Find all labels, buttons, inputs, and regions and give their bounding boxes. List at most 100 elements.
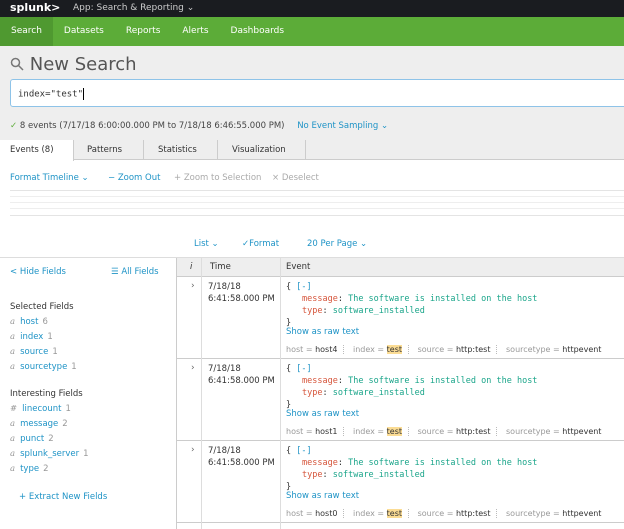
event-json: { [-] message: The software is installed… [286, 282, 538, 328]
field-name[interactable]: punct [20, 434, 45, 444]
expand-chevron-icon[interactable]: › [191, 445, 195, 455]
message-key[interactable]: message [302, 294, 338, 304]
sourcetype-value[interactable]: httpevent [562, 345, 602, 354]
event-time[interactable]: 7/18/18 6:41:58.000 PM [208, 445, 275, 469]
app-menu[interactable]: App: Search & Reporting ⌄ [73, 3, 195, 13]
selected-fields-heading: Selected Fields [10, 302, 74, 312]
show-raw-text-link[interactable]: Show as raw text [286, 409, 360, 419]
message-value[interactable]: The software is installed on the host [348, 294, 538, 304]
sourcetype-label: sourcetype [506, 509, 551, 518]
host-label: host [286, 345, 304, 354]
source-value[interactable]: http:test [455, 509, 491, 518]
event-time[interactable]: 7/18/18 6:41:58.000 PM [208, 363, 275, 387]
message-key[interactable]: message [302, 458, 338, 468]
per-page-dropdown[interactable]: 20 Per Page ⌄ [307, 239, 368, 249]
source-label: source [417, 509, 445, 518]
field-count: 1 [71, 362, 77, 372]
host-value[interactable]: host0 [315, 509, 338, 518]
field-name[interactable]: linecount [22, 404, 62, 414]
index-value[interactable]: test [386, 345, 403, 354]
check-icon: ✓ [10, 121, 18, 131]
all-fields-button[interactable]: ☰ All Fields [111, 267, 159, 277]
zoom-out-button[interactable]: − Zoom Out [108, 173, 161, 183]
type-value[interactable]: software_installed [332, 306, 425, 316]
collapse-button[interactable]: [-] [296, 282, 312, 292]
show-raw-text-link[interactable]: Show as raw text [286, 491, 360, 501]
message-value[interactable]: The software is installed on the host [348, 458, 538, 468]
type-key[interactable]: type [302, 388, 323, 398]
source-value[interactable]: http:test [455, 345, 491, 354]
sourcetype-value[interactable]: httpevent [562, 427, 602, 436]
format-timeline-button[interactable]: Format Timeline ⌄ [10, 173, 89, 183]
host-value[interactable]: host1 [315, 427, 338, 436]
search-query[interactable]: index="test" [18, 89, 84, 100]
host-value[interactable]: host4 [315, 345, 338, 354]
event-date: 7/18/18 [208, 364, 241, 374]
type-key[interactable]: type [302, 470, 323, 480]
field-type-icon: a [10, 464, 16, 474]
message-value[interactable]: The software is installed on the host [348, 376, 538, 386]
nav-reports[interactable]: Reports [125, 26, 161, 36]
event-sampling-dropdown[interactable]: No Event Sampling ⌄ [297, 121, 389, 131]
event-time[interactable]: 7/18/18 6:41:58.000 PM [208, 281, 275, 305]
index-value[interactable]: test [386, 427, 403, 436]
field-count: 1 [47, 332, 53, 342]
expand-chevron-icon[interactable]: › [191, 363, 195, 373]
tab-events[interactable]: Events (8) [0, 140, 74, 161]
search-input[interactable]: index="test" [10, 79, 624, 107]
nav-datasets[interactable]: Datasets [63, 26, 104, 36]
type-value[interactable]: software_installed [332, 470, 425, 480]
field-linecount[interactable]: # linecount 1 [10, 404, 71, 414]
show-raw-text-link[interactable]: Show as raw text [286, 327, 360, 337]
host-label: host [286, 427, 304, 436]
field-type-icon: a [10, 332, 16, 342]
event-timestamp: 6:41:58.000 PM [208, 458, 275, 468]
field-punct[interactable]: a punct 2 [10, 434, 54, 444]
deselect-button[interactable]: × Deselect [272, 173, 319, 183]
index-value[interactable]: test [386, 509, 403, 518]
table-row: › 7/18/18 6:41:58.000 PM { [-] message: T… [177, 359, 624, 441]
type-value[interactable]: software_installed [332, 388, 425, 398]
field-splunk_server[interactable]: a splunk_server 1 [10, 449, 89, 459]
list-dropdown[interactable]: List ⌄ [194, 239, 219, 249]
expand-chevron-icon[interactable]: › [191, 281, 195, 291]
field-name[interactable]: message [20, 419, 59, 429]
field-name[interactable]: index [20, 332, 44, 342]
field-message[interactable]: a message 2 [10, 419, 68, 429]
format-button[interactable]: ✓Format [242, 239, 280, 249]
field-name[interactable]: sourcetype [20, 362, 68, 372]
source-value[interactable]: http:test [455, 427, 491, 436]
field-type[interactable]: a type 2 [10, 464, 49, 474]
field-name[interactable]: splunk_server [20, 449, 80, 459]
nav-dashboards[interactable]: Dashboards [230, 26, 285, 36]
zoom-to-selection-button[interactable]: + Zoom to Selection [174, 173, 262, 183]
nav-alerts[interactable]: Alerts [182, 26, 209, 36]
field-index[interactable]: a index 1 [10, 332, 53, 342]
divider [0, 257, 624, 258]
interesting-fields-heading: Interesting Fields [10, 389, 83, 399]
field-host[interactable]: a host 6 [10, 317, 48, 327]
hide-fields-button[interactable]: < Hide Fields [10, 267, 66, 277]
field-name[interactable]: type [20, 464, 40, 474]
field-name[interactable]: host [20, 317, 39, 327]
field-name[interactable]: source [20, 347, 49, 357]
time-column-header[interactable]: Time [210, 262, 231, 272]
brace-close: } [286, 482, 292, 492]
top-bar: splunk> App: Search & Reporting ⌄ [0, 0, 624, 17]
extract-new-fields-button[interactable]: + Extract New Fields [19, 492, 108, 502]
type-key[interactable]: type [302, 306, 323, 316]
event-timestamp: 6:41:58.000 PM [208, 294, 275, 304]
collapse-button[interactable]: [-] [296, 364, 312, 374]
sourcetype-value[interactable]: httpevent [562, 509, 602, 518]
tab-statistics[interactable]: Statistics [144, 140, 218, 160]
field-type-icon: a [10, 434, 16, 444]
message-key[interactable]: message [302, 376, 338, 386]
field-sourcetype[interactable]: a sourcetype 1 [10, 362, 77, 372]
collapse-button[interactable]: [-] [296, 446, 312, 456]
nav-search[interactable]: Search [0, 17, 53, 46]
field-source[interactable]: a source 1 [10, 347, 58, 357]
tab-visualization[interactable]: Visualization [218, 140, 306, 160]
splunk-logo[interactable]: splunk> [10, 1, 61, 14]
tab-patterns[interactable]: Patterns [74, 140, 144, 160]
timeline-chart[interactable] [10, 190, 624, 216]
